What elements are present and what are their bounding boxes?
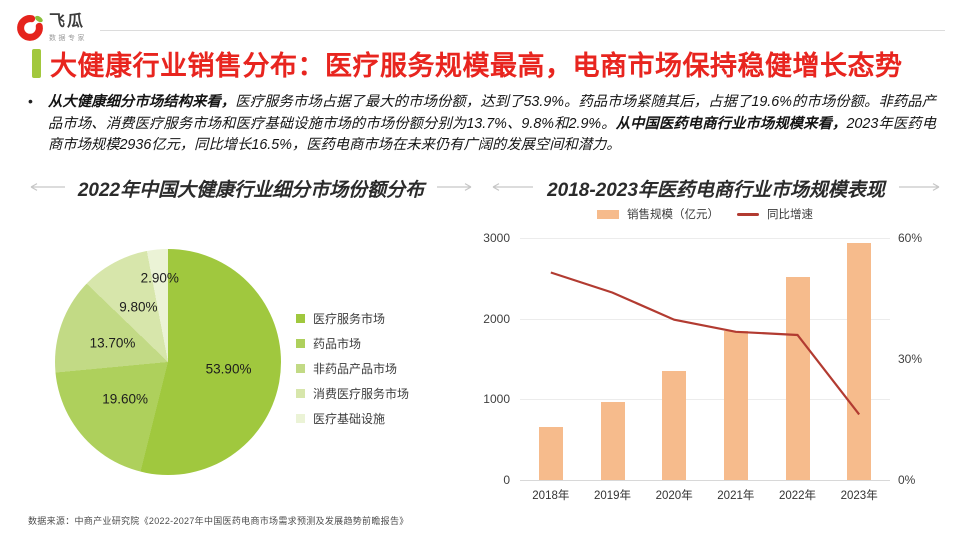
- pie-legend: 医疗服务市场 药品市场非药品产品市场 消费医疗服务市场 医疗基础设施: [296, 306, 409, 431]
- pie-slice-label: 9.80%: [119, 299, 158, 315]
- bar-2018年: [538, 427, 563, 480]
- pie-slice-label: 53.90%: [205, 361, 252, 377]
- right-axis-tick: 30%: [898, 352, 923, 366]
- left-axis-tick: 1000: [483, 392, 510, 407]
- summary-bold-1: 从大健康细分市场结构来看，: [48, 94, 236, 110]
- bar-chart-legend: 销售规模（亿元） 同比增速: [480, 206, 930, 222]
- right-arrow-icon: [898, 179, 942, 197]
- pie-chart-header: 2022年中国大健康行业细分市场份额分布: [28, 176, 474, 201]
- bar-2019年: [600, 402, 625, 480]
- right-arrow-icon: [436, 179, 474, 197]
- feigua-logo: 飞瓜 数据专家: [15, 12, 87, 43]
- pie-legend-item: 非药品产品市场: [296, 356, 409, 381]
- legend-label: 药品市场: [313, 337, 362, 351]
- pie-slice-label: 13.70%: [89, 335, 136, 351]
- x-axis-tick: 2020年: [655, 490, 693, 502]
- grid-line: [520, 399, 890, 401]
- growth-trend-line: [550, 271, 861, 416]
- bar-legend-swatch: [597, 209, 619, 219]
- legend-label: 医疗服务市场: [313, 312, 386, 326]
- left-axis-tick: 3000: [483, 231, 510, 245]
- grid-line: [520, 318, 890, 320]
- line-legend-label: 同比增速: [767, 209, 813, 221]
- bar-2020年: [662, 371, 687, 480]
- summary-bullet: •: [28, 93, 33, 109]
- pie-legend-item: 消费医疗服务市场: [296, 381, 409, 406]
- summary-paragraph: 从大健康细分市场结构来看，医疗服务市场占据了最大的市场份额，达到了53.9%。药…: [48, 92, 936, 157]
- feigua-logo-icon: [15, 12, 45, 42]
- bar-chart-header: 2018-2023年医药电商行业市场规模表现: [490, 176, 942, 201]
- brand-name: 飞瓜: [49, 13, 86, 30]
- pie-chart: [55, 249, 281, 475]
- legend-label: 医疗基础设施: [313, 412, 386, 426]
- legend-swatch: [296, 364, 305, 373]
- legend-label: 非药品产品市场: [313, 362, 398, 376]
- right-axis-tick: 60%: [898, 231, 923, 245]
- left-axis-tick: 2000: [483, 311, 510, 326]
- pie-legend-item: 医疗服务市场: [296, 306, 409, 331]
- bar-2022年: [785, 276, 810, 480]
- left-arrow-icon: [28, 179, 66, 197]
- bar-legend-label: 销售规模（亿元）: [627, 209, 719, 221]
- grid-line: [520, 238, 890, 239]
- summary-bold-2: 从中国医药电商行业市场规模来看，: [615, 115, 847, 132]
- brand-tagline: 数据专家: [49, 35, 87, 42]
- pie-legend-item: 医疗基础设施: [296, 406, 409, 431]
- grid-line: [520, 480, 890, 481]
- bar-line-plot: 0 1000 2000 3000 0% 30% 60% 2018年 2019年 2020年 2021…: [483, 231, 922, 502]
- left-axis-tick: 0: [503, 473, 510, 487]
- page-title: 大健康行业销售分布：医疗服务规模最高，电商市场保持稳健增长态势: [50, 51, 903, 81]
- legend-swatch: [296, 389, 305, 398]
- legend-swatch: [296, 314, 305, 323]
- pie-slice-label: 2.90%: [140, 270, 179, 286]
- bar-2021年: [723, 330, 748, 480]
- right-axis-tick: 0%: [898, 473, 916, 487]
- summary-text-2: 2023年医药电商市场规模2936亿元，同比增长16.5%，医药电商市场在未来仍…: [48, 115, 936, 154]
- header-divider: [100, 30, 945, 31]
- bar-chart-title: 2018-2023年医药电商行业市场规模表现: [547, 179, 885, 201]
- legend-label: 消费医疗服务市场: [313, 387, 410, 401]
- x-axis-tick: 2021年: [717, 490, 755, 502]
- x-axis-tick: 2022年: [778, 490, 817, 502]
- line-legend-swatch: [737, 212, 759, 216]
- legend-swatch: [296, 414, 305, 423]
- x-axis-tick: 2018年: [532, 490, 570, 502]
- pie-slice-label: 19.60%: [102, 391, 149, 407]
- title-accent-bar: [32, 49, 41, 78]
- pie-chart-title: 2022年中国大健康行业细分市场份额分布: [77, 179, 425, 201]
- x-axis-tick: 2019年: [593, 490, 632, 502]
- source-note: 数据来源：中商产业研究院《2022-2027年中国医药电商市场需求预测及发展趋势…: [28, 516, 409, 526]
- left-arrow-icon: [490, 179, 534, 197]
- pie-legend-item: 药品市场: [296, 331, 409, 356]
- legend-swatch: [296, 339, 305, 348]
- x-axis-tick: 2023年: [840, 490, 878, 502]
- bar-2023年: [847, 243, 872, 480]
- summary-text-1: 医疗服务市场占据了最大的市场份额，达到了53.9%。药品市场紧随其后，占据了19…: [48, 94, 936, 132]
